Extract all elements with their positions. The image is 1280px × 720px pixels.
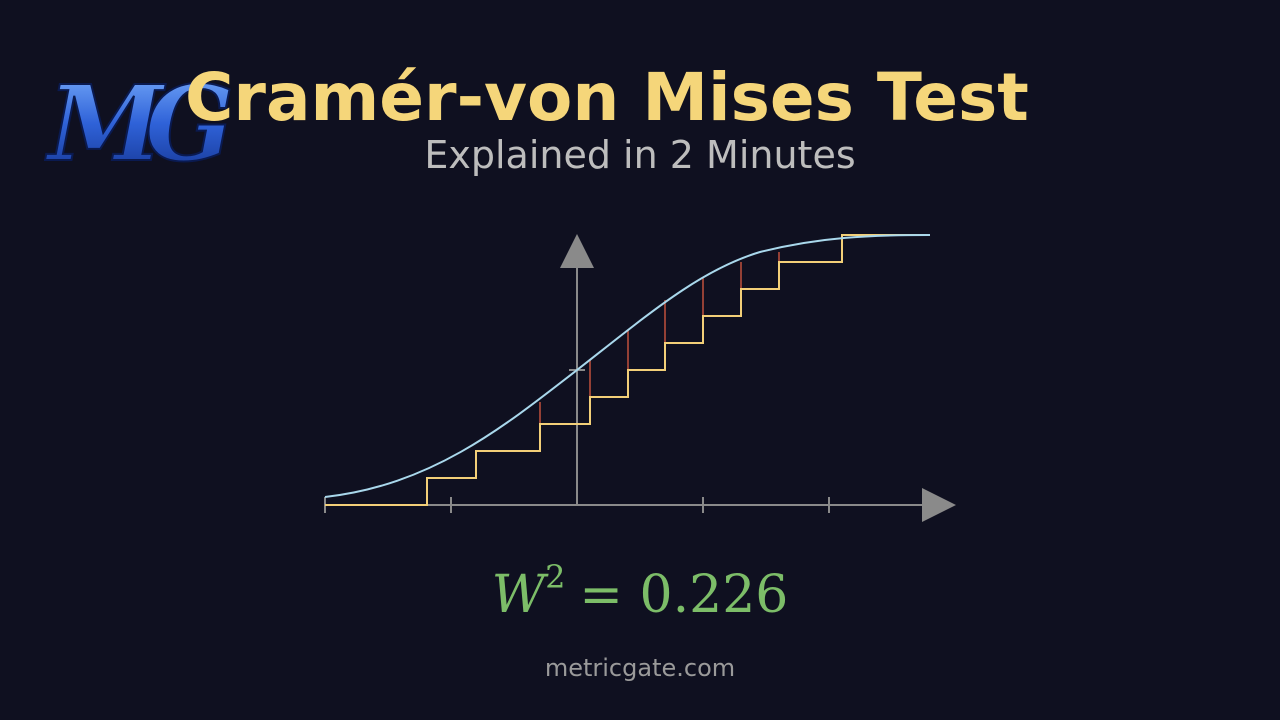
logo: MG [45,62,230,185]
differences [539,252,780,424]
empirical-cdf [325,234,930,506]
formula-symbol: W [492,565,549,625]
site: metricgate.com [545,654,735,682]
subtitle: Explained in 2 Minutes [424,133,855,177]
x-arrow [922,488,956,522]
illustration [324,234,956,522]
formula: W2 = 0.226 [492,558,789,625]
y-arrow [560,234,594,268]
formula-exponent: 2 [545,558,565,596]
theoretical-cdf [324,234,931,498]
formula-value: = 0.226 [579,565,788,625]
title: Cramér-von Mises Test [185,59,1029,136]
